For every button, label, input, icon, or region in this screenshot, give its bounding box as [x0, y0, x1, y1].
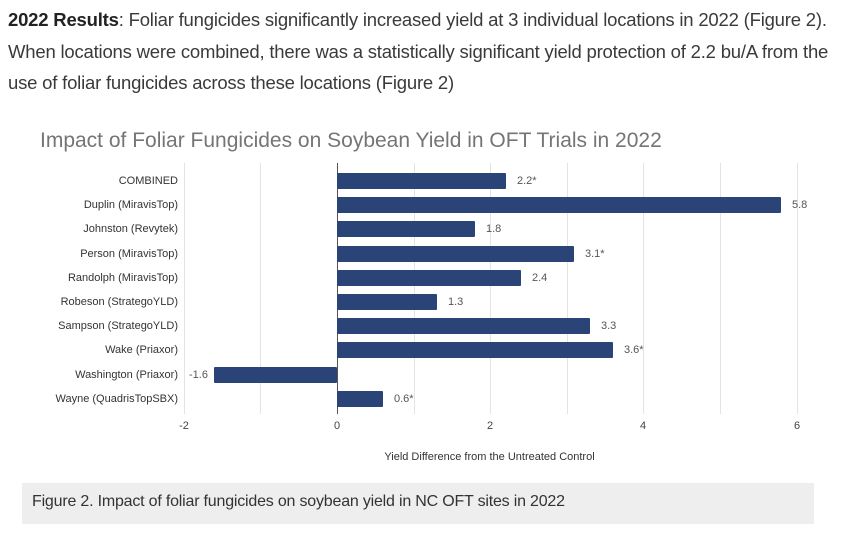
gridline: [720, 163, 721, 414]
category-label: Wayne (QuadrisTopSBX): [55, 393, 178, 405]
bar: [337, 173, 506, 189]
category-label: Duplin (MiravisTop): [83, 199, 178, 211]
bar: [337, 270, 521, 286]
data-label: 2.2*: [517, 175, 537, 187]
category-label: Johnston (Revytek): [83, 223, 178, 235]
x-tick-label: 2: [486, 420, 494, 432]
data-label: 1.8: [486, 223, 502, 235]
bar: [337, 318, 590, 334]
bar: [337, 294, 437, 310]
data-label: 0.6*: [394, 393, 414, 405]
category-label: Robeson (StrategoYLD): [60, 296, 178, 308]
data-label: 5.8: [792, 199, 808, 211]
bar: [337, 246, 574, 262]
figure-caption: Figure 2. Impact of foliar fungicides on…: [32, 493, 565, 510]
gridline: [567, 163, 568, 414]
data-label: 1.3: [448, 296, 464, 308]
category-label: Washington (Priaxor): [75, 369, 178, 381]
x-tick-label: 6: [793, 420, 801, 432]
category-label: Sampson (StrategoYLD): [58, 320, 178, 332]
data-label: 2.4: [532, 272, 548, 284]
bar: [337, 221, 475, 237]
category-label: Randolph (MiravisTop): [67, 272, 178, 284]
bar-chart: -2 0 2 4 6 COMBINED 2.2* Duplin (MiravisTop) 5.8…: [55, 163, 808, 432]
x-axis-label: Yield Difference from the Untreated Cont…: [384, 451, 595, 463]
gridline: [490, 163, 491, 414]
gridline: [643, 163, 644, 414]
bar: [214, 367, 337, 383]
results-paragraph: 2022 Results: Foliar fungicides signific…: [8, 4, 853, 99]
gridline: [414, 163, 415, 414]
category-label: Person (MiravisTop): [80, 248, 178, 260]
x-tick-label: -2: [179, 420, 189, 432]
bar: [337, 391, 383, 407]
gridline: [797, 163, 798, 414]
results-heading: 2022 Results: [8, 9, 119, 30]
x-tick-label: 4: [639, 420, 647, 432]
data-label: 3.1*: [585, 248, 605, 260]
data-label: 3.6*: [624, 344, 644, 356]
bar: [337, 197, 781, 213]
x-tick-label: 0: [333, 420, 341, 432]
data-label: 3.3: [601, 320, 617, 332]
gridline: [260, 163, 261, 414]
category-label: COMBINED: [118, 175, 178, 187]
category-label: Wake (Priaxor): [105, 344, 178, 356]
results-text: : Foliar fungicides significantly increa…: [8, 9, 829, 93]
gridline: [184, 163, 185, 414]
data-label: -1.6: [189, 369, 208, 381]
figure-caption-box: Figure 2. Impact of foliar fungicides on…: [22, 483, 814, 524]
chart-title: Impact of Foliar Fungicides on Soybean Y…: [40, 129, 662, 152]
bar: [337, 342, 613, 358]
zero-axis-line: [337, 163, 338, 414]
